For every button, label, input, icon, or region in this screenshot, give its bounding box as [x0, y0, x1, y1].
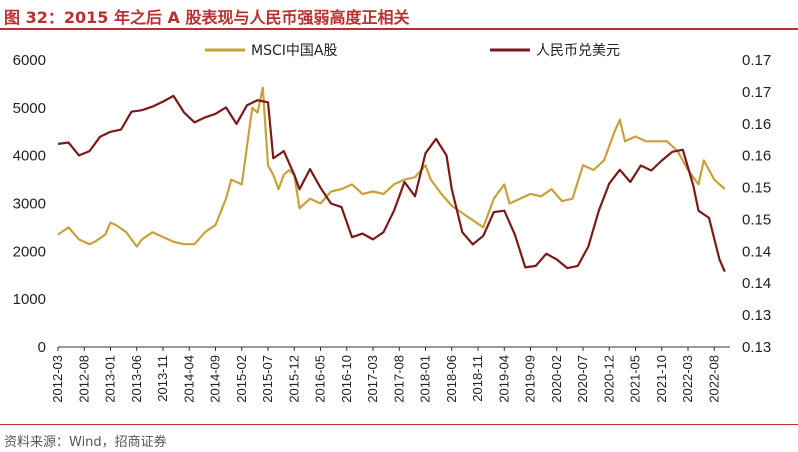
y-left-axis: 0 1000 2000 3000 4000 5000 6000	[13, 52, 46, 356]
y-left-tick-label: 0	[38, 339, 46, 356]
y-left-tick-label: 4000	[13, 148, 46, 165]
legend-label: MSCI中国A股	[251, 43, 337, 59]
x-tick-label: 2019-09	[523, 355, 538, 403]
y-right-tick-label: 0.14	[742, 243, 771, 260]
series-line-cny	[57, 94, 726, 273]
x-tick-label: 2022-03	[680, 355, 695, 403]
x-tick-label: 2019-04	[496, 355, 511, 403]
x-tick-label: 2022-08	[706, 355, 721, 403]
y-right-tick-label: 0.17	[742, 84, 771, 101]
y-right-axis: 0.13 0.13 0.14 0.14 0.15 0.15 0.16 0.16 0.17 0.17	[742, 52, 771, 356]
source-bar: 资料来源：Wind，招商证券	[0, 424, 798, 452]
x-tick-label: 2017-03	[365, 355, 380, 403]
x-tick-label: 2017-08	[391, 355, 406, 403]
x-tick-label: 2013-11	[155, 355, 170, 402]
chart-title: 图 32：2015 年之后 A 股表现与人民币强弱高度正相关	[4, 8, 410, 27]
y-right-tick-label: 0.13	[742, 307, 771, 324]
x-tick-label: 2012-03	[50, 355, 65, 403]
y-left-tick-label: 5000	[13, 100, 46, 117]
x-tick-label: 2018-11	[470, 355, 485, 402]
y-left-tick-label: 2000	[13, 243, 46, 260]
x-tick-label: 2018-06	[444, 355, 459, 403]
x-tick-label: 2018-01	[418, 355, 433, 403]
x-tick-label: 2015-02	[234, 355, 249, 403]
x-tick-label: 2020-02	[549, 355, 564, 403]
x-tick-label: 2015-12	[286, 355, 301, 403]
y-right-tick-label: 0.15	[742, 180, 771, 197]
series-line-msci	[57, 86, 726, 248]
series-layer	[57, 86, 726, 273]
y-left-tick-label: 3000	[13, 196, 46, 213]
y-right-tick-label: 0.16	[742, 116, 771, 133]
x-tick-label: 2013-01	[103, 355, 118, 403]
source-note: 资料来源：Wind，招商证券	[4, 435, 167, 450]
y-left-tick-label: 6000	[13, 52, 46, 69]
legend-label: 人民币兑美元	[536, 43, 620, 59]
x-tick-label: 2012-08	[76, 355, 91, 403]
x-tick-label: 2016-10	[339, 355, 354, 403]
y-right-tick-label: 0.13	[742, 339, 771, 356]
y-right-tick-label: 0.16	[742, 148, 771, 165]
y-right-tick-label: 0.15	[742, 211, 771, 228]
x-tick-label: 2014-09	[208, 355, 223, 403]
y-left-tick-label: 1000	[13, 291, 46, 308]
y-right-tick-label: 0.14	[742, 275, 771, 292]
title-bar: 图 32：2015 年之后 A 股表现与人民币强弱高度正相关	[0, 0, 798, 30]
x-tick-label: 2021-10	[654, 355, 669, 403]
x-tick-label: 2016-05	[313, 355, 328, 403]
y-right-tick-label: 0.17	[742, 52, 771, 69]
x-tick-label: 2020-12	[601, 355, 616, 403]
x-axis: 2012-03 2012-08 2013-01 2013-06 2013-11 2014-…	[50, 346, 730, 403]
x-tick-label: 2014-04	[181, 355, 196, 403]
x-tick-label: 2020-07	[575, 355, 590, 403]
legend: MSCI中国A股 人民币兑美元	[205, 43, 620, 59]
x-tick-label: 2015-07	[260, 355, 275, 403]
x-tick-label: 2013-06	[129, 355, 144, 403]
x-tick-label: 2021-05	[628, 355, 643, 403]
